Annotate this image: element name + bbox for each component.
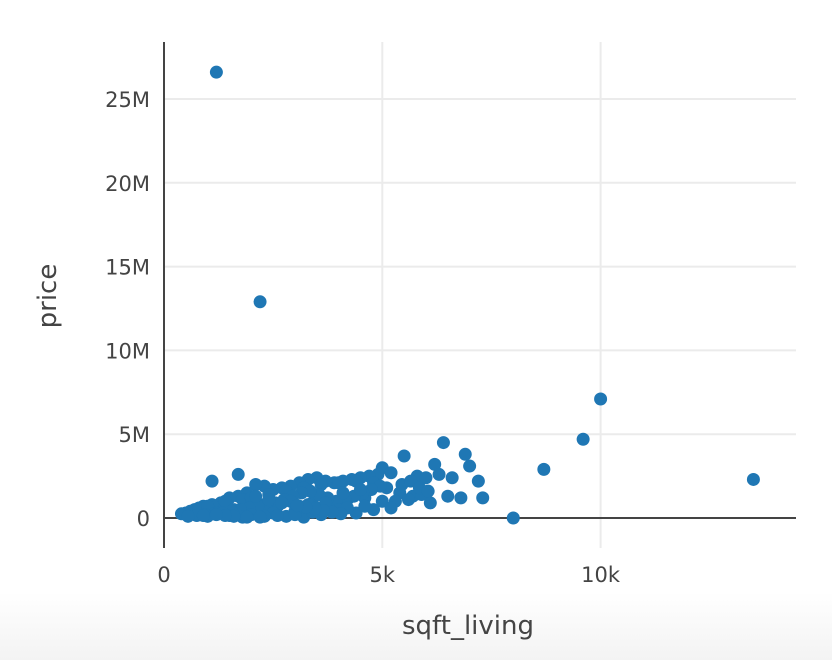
data-point[interactable]: [576, 432, 590, 446]
data-point[interactable]: [290, 498, 304, 512]
data-point[interactable]: [271, 508, 285, 522]
data-point[interactable]: [196, 508, 210, 522]
tick-labels: 0 5M 10M 15M 20M 25M 0 5k 10k: [105, 88, 621, 587]
data-point[interactable]: [240, 510, 254, 524]
data-points: [174, 65, 760, 525]
data-point[interactable]: [428, 457, 442, 471]
x-axis-title: sqft_living: [402, 611, 534, 641]
data-point[interactable]: [181, 509, 195, 523]
x-tick-label: 5k: [370, 563, 396, 587]
data-point[interactable]: [436, 436, 450, 450]
data-point[interactable]: [384, 501, 398, 515]
data-point[interactable]: [249, 477, 263, 491]
data-point[interactable]: [262, 493, 276, 507]
data-point[interactable]: [314, 477, 328, 491]
y-tick-label: 5M: [119, 423, 150, 447]
y-tick-label: 25M: [105, 88, 150, 112]
data-point[interactable]: [746, 472, 760, 486]
data-point[interactable]: [401, 493, 415, 507]
data-point[interactable]: [384, 466, 398, 480]
data-point[interactable]: [205, 474, 219, 488]
data-point[interactable]: [471, 474, 485, 488]
data-point[interactable]: [397, 449, 411, 463]
data-point[interactable]: [253, 510, 267, 524]
data-point[interactable]: [332, 476, 346, 490]
data-point[interactable]: [441, 489, 455, 503]
x-tick-label: 0: [157, 563, 170, 587]
data-point[interactable]: [476, 491, 490, 505]
data-point[interactable]: [454, 491, 468, 505]
data-point[interactable]: [358, 499, 372, 513]
data-point[interactable]: [594, 392, 608, 406]
y-tick-label: 10M: [105, 339, 150, 363]
data-point[interactable]: [421, 484, 435, 498]
data-point[interactable]: [218, 494, 232, 508]
data-point[interactable]: [336, 486, 350, 500]
y-tick-label: 20M: [105, 172, 150, 196]
gridlines: [164, 42, 796, 548]
data-point[interactable]: [253, 295, 267, 309]
data-point[interactable]: [506, 511, 520, 525]
data-point[interactable]: [463, 459, 477, 473]
data-point[interactable]: [249, 489, 263, 503]
data-point[interactable]: [445, 471, 459, 485]
axes: [163, 42, 796, 548]
data-point[interactable]: [209, 508, 223, 522]
data-point[interactable]: [537, 462, 551, 476]
y-tick-label: 15M: [105, 256, 150, 280]
x-tick-label: 10k: [581, 563, 621, 587]
y-axis-title: price: [33, 264, 63, 329]
y-tick-label: 0: [137, 507, 150, 531]
data-point[interactable]: [231, 467, 245, 481]
data-point[interactable]: [353, 483, 367, 497]
data-point[interactable]: [432, 467, 446, 481]
data-point[interactable]: [275, 496, 289, 510]
data-point[interactable]: [423, 496, 437, 510]
data-point[interactable]: [419, 471, 433, 485]
data-point[interactable]: [458, 447, 472, 461]
data-point[interactable]: [209, 65, 223, 79]
